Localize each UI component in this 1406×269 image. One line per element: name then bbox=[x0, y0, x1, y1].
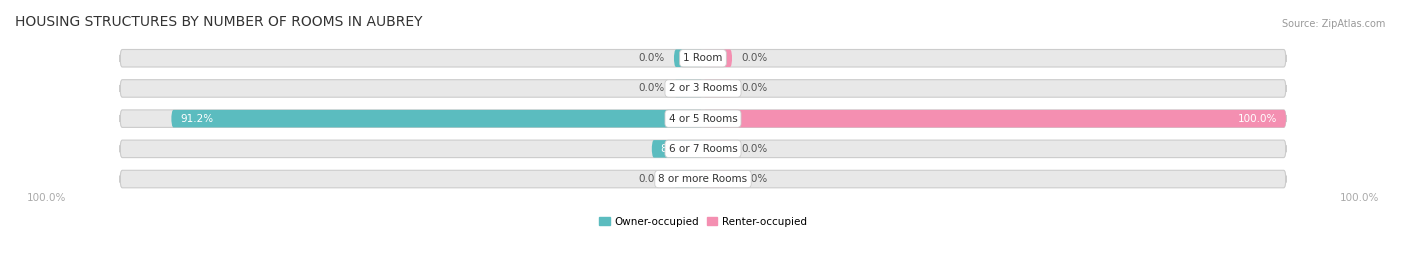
FancyBboxPatch shape bbox=[703, 140, 733, 158]
Text: 0.0%: 0.0% bbox=[638, 83, 665, 93]
Text: 4 or 5 Rooms: 4 or 5 Rooms bbox=[669, 114, 737, 124]
Text: HOUSING STRUCTURES BY NUMBER OF ROOMS IN AUBREY: HOUSING STRUCTURES BY NUMBER OF ROOMS IN… bbox=[15, 15, 422, 29]
FancyBboxPatch shape bbox=[673, 49, 703, 67]
Text: 0.0%: 0.0% bbox=[741, 144, 768, 154]
FancyBboxPatch shape bbox=[120, 140, 1286, 158]
Text: 91.2%: 91.2% bbox=[180, 114, 214, 124]
FancyBboxPatch shape bbox=[120, 110, 1286, 128]
Text: 1 Room: 1 Room bbox=[683, 53, 723, 63]
Text: 8.8%: 8.8% bbox=[661, 144, 688, 154]
Legend: Owner-occupied, Renter-occupied: Owner-occupied, Renter-occupied bbox=[595, 213, 811, 231]
Text: Source: ZipAtlas.com: Source: ZipAtlas.com bbox=[1281, 19, 1385, 29]
Text: 100.0%: 100.0% bbox=[1340, 193, 1379, 203]
Text: 6 or 7 Rooms: 6 or 7 Rooms bbox=[669, 144, 737, 154]
FancyBboxPatch shape bbox=[120, 49, 1286, 67]
Text: 0.0%: 0.0% bbox=[638, 174, 665, 184]
FancyBboxPatch shape bbox=[703, 80, 733, 97]
Text: 0.0%: 0.0% bbox=[741, 53, 768, 63]
FancyBboxPatch shape bbox=[703, 110, 1286, 128]
Text: 0.0%: 0.0% bbox=[741, 83, 768, 93]
Text: 0.0%: 0.0% bbox=[741, 174, 768, 184]
FancyBboxPatch shape bbox=[120, 80, 1286, 97]
Text: 100.0%: 100.0% bbox=[1237, 114, 1277, 124]
FancyBboxPatch shape bbox=[673, 80, 703, 97]
Text: 0.0%: 0.0% bbox=[638, 53, 665, 63]
Text: 8 or more Rooms: 8 or more Rooms bbox=[658, 174, 748, 184]
FancyBboxPatch shape bbox=[703, 49, 733, 67]
FancyBboxPatch shape bbox=[703, 170, 733, 188]
FancyBboxPatch shape bbox=[652, 140, 703, 158]
FancyBboxPatch shape bbox=[673, 170, 703, 188]
FancyBboxPatch shape bbox=[120, 170, 1286, 188]
Text: 2 or 3 Rooms: 2 or 3 Rooms bbox=[669, 83, 737, 93]
FancyBboxPatch shape bbox=[172, 110, 703, 128]
Text: 100.0%: 100.0% bbox=[27, 193, 66, 203]
